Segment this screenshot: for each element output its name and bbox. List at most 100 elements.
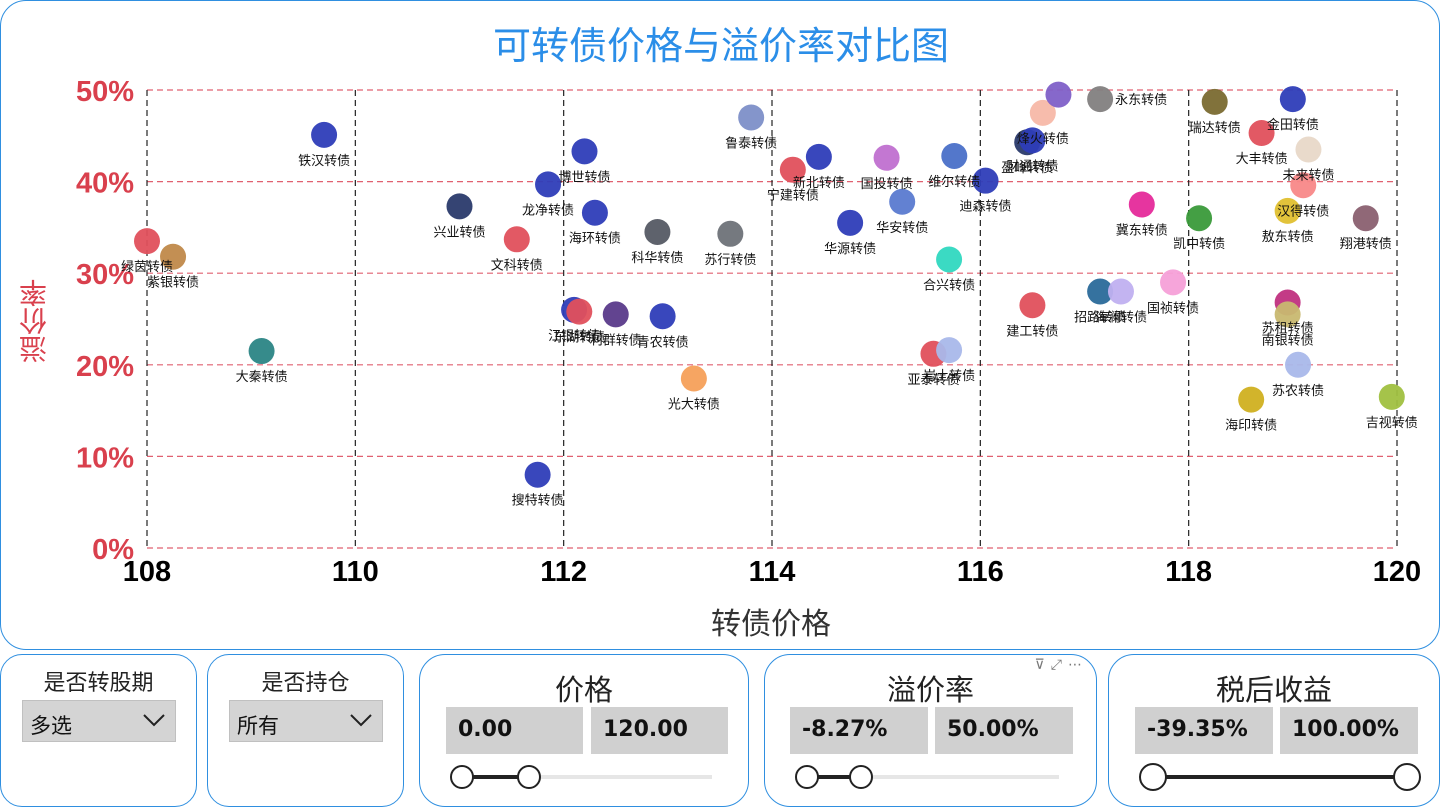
- data-point: [936, 246, 963, 273]
- point-label: 未来转债: [1282, 169, 1334, 184]
- point-label: 国投转债: [861, 176, 913, 192]
- data-point: [1290, 172, 1317, 199]
- data-point: [1274, 197, 1301, 224]
- point-label: 凯中转债: [1173, 237, 1225, 252]
- price-slider-range: [462, 775, 529, 779]
- point-label: 兴业转债: [433, 225, 485, 240]
- point-label: 敖东转债: [1262, 229, 1314, 245]
- data-point: [1186, 205, 1213, 232]
- data-point: [972, 167, 999, 194]
- data-point: [889, 188, 916, 215]
- slicer-title: 是否持仓: [261, 671, 350, 696]
- point-label: 新北转债: [793, 175, 845, 191]
- dropdown-value: 所有: [237, 714, 279, 738]
- point-label: 文科转债: [491, 258, 543, 273]
- data-point: [446, 193, 473, 220]
- point-label: 永东转债: [1115, 93, 1167, 108]
- slicer-convert-period: 是否转股期 多选: [0, 654, 197, 807]
- data-point: [680, 365, 707, 392]
- point-label: 宁建转债: [767, 188, 819, 204]
- premium-slider-max-handle[interactable]: [849, 765, 873, 789]
- data-point: [1248, 120, 1275, 147]
- x-tick-label: 108: [123, 556, 171, 588]
- chevron-down-icon: [350, 714, 372, 727]
- slicer-title: 溢价率: [886, 673, 974, 707]
- point-label: 烽火转债: [1017, 132, 1069, 147]
- point-label: 紫银转债: [147, 276, 199, 291]
- after-tax-slider-range: [1153, 775, 1409, 779]
- point-label: 岩土转债: [923, 369, 975, 384]
- data-point: [649, 303, 676, 330]
- price-slider-max-handle[interactable]: [517, 765, 541, 789]
- y-tick-label: 30%: [76, 259, 134, 291]
- slicer-title: 税后收益: [1215, 673, 1332, 707]
- slicer-after-tax: 税后收益 -39.35% 100.00%: [1108, 654, 1440, 807]
- y-tick-label: 0%: [92, 534, 134, 566]
- point-label: 招路转债: [1074, 310, 1126, 326]
- premium-min-value: -8.27%: [802, 717, 888, 742]
- premium-min-input[interactable]: -8.27%: [790, 707, 928, 754]
- after-tax-min-input[interactable]: -39.35%: [1135, 707, 1273, 754]
- data-point: [1160, 269, 1187, 296]
- price-min-input[interactable]: 0.00: [446, 707, 583, 754]
- data-point: [1378, 383, 1405, 410]
- visual-header-icons: ⊽⤢⋯: [1035, 657, 1088, 673]
- point-label: 亚泰转债: [907, 373, 959, 388]
- point-label: 苏行转债: [704, 252, 756, 268]
- data-point: [1279, 86, 1306, 113]
- point-label: 汉得转债: [1277, 203, 1329, 219]
- more-options-icon[interactable]: ⋯: [1068, 657, 1088, 673]
- after-tax-max-input[interactable]: 100.00%: [1280, 707, 1418, 754]
- point-label: 南银转债: [1262, 332, 1314, 348]
- data-point: [1238, 386, 1265, 413]
- data-point: [805, 143, 832, 170]
- price-max-input[interactable]: 120.00: [591, 707, 728, 754]
- point-label: 江银转债: [548, 329, 600, 344]
- point-label: 绿茵转债: [121, 260, 173, 275]
- data-point: [503, 226, 530, 253]
- y-tick-label: 20%: [76, 351, 134, 383]
- point-label: 国祯转债: [1147, 301, 1199, 316]
- x-tick-label: 110: [332, 556, 379, 588]
- premium-max-input[interactable]: 50.00%: [935, 707, 1073, 754]
- data-point: [1107, 278, 1134, 305]
- point-label: 建工转债: [1006, 324, 1058, 339]
- point-label: 搜特转债: [512, 494, 564, 509]
- y-tick-label: 40%: [76, 168, 134, 200]
- slicer-title: 价格: [554, 673, 613, 707]
- filter-icon[interactable]: ⊽: [1034, 657, 1051, 673]
- data-point: [1285, 351, 1312, 378]
- point-label: 财通转债: [1006, 159, 1058, 174]
- data-point: [1019, 127, 1046, 154]
- data-point: [134, 228, 160, 255]
- point-label: 翔港转债: [1340, 237, 1392, 252]
- price-slider-min-handle[interactable]: [450, 765, 474, 789]
- data-point: [1087, 278, 1114, 305]
- slicer-premium: ⊽⤢⋯ 溢价率 -8.27% 50.00%: [764, 654, 1097, 807]
- point-label: 博世转债: [558, 170, 610, 185]
- premium-slider-track[interactable]: [807, 775, 1059, 779]
- after-tax-slider-max-handle[interactable]: [1393, 763, 1421, 791]
- scatter-plot: 0% 10% 20% 30% 40% 50% 108 110 112 114 116 118 120 铁汉…: [76, 76, 1421, 588]
- data-point: [936, 337, 963, 364]
- slicer-price: 价格 0.00 120.00: [419, 654, 749, 807]
- price-slider-track[interactable]: [462, 775, 712, 779]
- data-point: [1029, 99, 1056, 126]
- point-label: 盈峰转债: [1001, 161, 1053, 176]
- point-label: 利群转债: [590, 333, 642, 348]
- x-axis-title: 转债价格: [711, 607, 831, 642]
- dropdown-value: 多选: [30, 714, 72, 738]
- data-point: [566, 298, 593, 325]
- x-tick-label: 112: [540, 556, 587, 588]
- data-point: [311, 121, 338, 148]
- x-tick-label: 114: [749, 556, 796, 588]
- focus-mode-icon[interactable]: ⤢: [1050, 657, 1068, 673]
- data-point: [1352, 205, 1379, 232]
- data-point: [535, 171, 562, 198]
- x-tick-label: 116: [957, 556, 1004, 588]
- premium-slider-min-handle[interactable]: [795, 765, 819, 789]
- convert-period-dropdown[interactable]: 多选: [22, 700, 176, 742]
- premium-slider-range: [807, 775, 861, 779]
- after-tax-slider-min-handle[interactable]: [1139, 763, 1167, 791]
- holding-dropdown[interactable]: 所有: [229, 700, 383, 742]
